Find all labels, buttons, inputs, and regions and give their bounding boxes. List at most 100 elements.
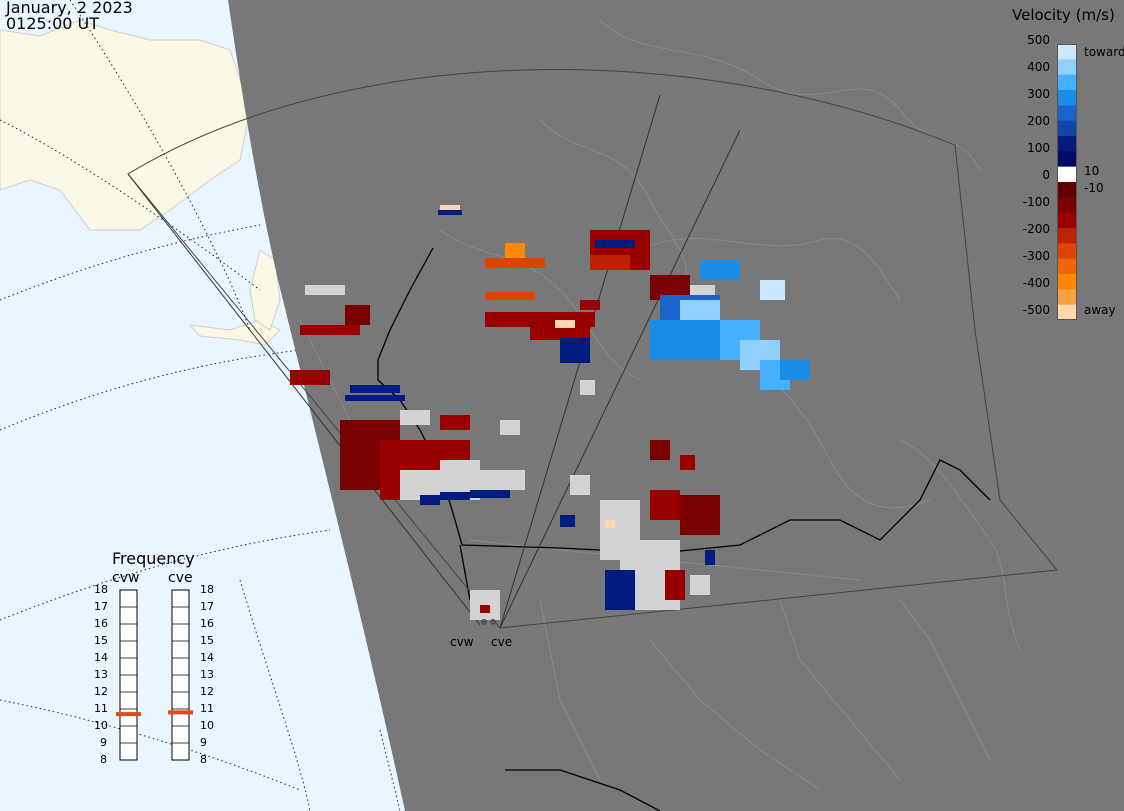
site-label-cvw: cvw <box>450 635 474 649</box>
echo-cell <box>590 255 630 270</box>
frequency-scale-label: 12 <box>94 685 108 698</box>
colorbar-swatch <box>1057 59 1077 76</box>
frequency-marker <box>168 710 193 715</box>
echo-cell <box>440 205 460 213</box>
frequency-gauges <box>116 589 193 761</box>
colorbar-tick-label: 300 <box>1027 87 1050 101</box>
colorbar-toward-label: toward <box>1084 45 1124 59</box>
colorbar-swatch <box>1057 197 1077 214</box>
site-label-cve: cve <box>491 635 513 649</box>
echo-cell <box>480 605 490 613</box>
colorbar-swatch <box>1057 258 1077 275</box>
echo-cell <box>440 492 470 500</box>
echo-cell <box>680 495 720 535</box>
echo-cell <box>780 360 810 380</box>
colorbar-tick-label: -300 <box>1022 249 1050 263</box>
echo-cell <box>420 495 440 505</box>
frequency-scale-label: 15 <box>94 634 108 647</box>
colorbar-tick-label: 0 <box>1042 168 1050 182</box>
echo-cell <box>440 415 470 430</box>
frequency-scale-label: 17 <box>94 600 108 613</box>
colorbar <box>1057 44 1077 320</box>
frequency-scale-label: 11 <box>94 702 108 715</box>
frequency-scale-label: 10 <box>200 719 214 732</box>
radar-site-dot <box>481 619 487 625</box>
echo-cell <box>470 490 510 498</box>
frequency-scale-label: 11 <box>200 702 214 715</box>
echo-cell <box>400 410 430 425</box>
echo-cell <box>530 325 590 340</box>
colorbar-swatch <box>1057 105 1077 122</box>
colorbar-tick-label: 200 <box>1027 114 1050 128</box>
frequency-scale-label: 12 <box>200 685 214 698</box>
frequency-scale-label: 13 <box>94 668 108 681</box>
echo-cell <box>650 320 720 360</box>
colorbar-tick-label: -500 <box>1022 303 1050 317</box>
colorbar-swatch <box>1057 304 1077 320</box>
time-label: 0125:00 UT <box>6 14 100 33</box>
frequency-scale-label: 10 <box>94 719 108 732</box>
echo-cell <box>290 370 330 385</box>
colorbar-inner-tick: -10 <box>1084 181 1104 195</box>
echo-cell <box>570 475 590 495</box>
echo-cell <box>505 243 525 258</box>
alaska-peninsula <box>188 319 281 346</box>
echo-cell <box>560 515 575 527</box>
date-label: January, 2 2023 <box>6 0 133 17</box>
frequency-scale-label: 13 <box>200 668 214 681</box>
frequency-scale-label: 9 <box>100 736 107 749</box>
radar-label-cve: cve <box>168 570 193 586</box>
frequency-scale-label: 8 <box>100 753 107 766</box>
frequency-gauge-cvw <box>116 589 141 761</box>
frequency-scale-label: 14 <box>200 651 214 664</box>
colorbar-tick-label: -200 <box>1022 222 1050 236</box>
colorbar-tick-label: -100 <box>1022 195 1050 209</box>
echo-cell <box>760 280 785 300</box>
colorbar-tick-label: 100 <box>1027 141 1050 155</box>
echo-cell <box>300 325 360 335</box>
echo-cell <box>555 320 575 328</box>
echo-cell <box>500 420 520 435</box>
echo-cell <box>650 490 680 520</box>
echo-cell <box>485 258 545 268</box>
frequency-scale-label: 16 <box>94 617 108 630</box>
frequency-gauge-cve <box>168 589 193 761</box>
frequency-scale-label: 9 <box>200 736 207 749</box>
echo-cell <box>485 292 535 300</box>
echo-cell <box>690 285 715 295</box>
borders <box>377 247 991 811</box>
radar-echo-cells <box>290 205 810 625</box>
frequency-scale-label: 18 <box>200 583 214 596</box>
echo-cell <box>700 260 740 280</box>
colorbar-swatch <box>1057 90 1077 106</box>
frequency-scale-label: 15 <box>200 634 214 647</box>
frequency-scale-label: 16 <box>200 617 214 630</box>
colorbar-swatch <box>1057 212 1077 229</box>
colorbar-swatch <box>1057 228 1077 244</box>
echo-cell <box>470 470 500 490</box>
frequency-scale-label: 18 <box>94 583 108 596</box>
colorbar-swatch <box>1057 166 1077 183</box>
colorbar-swatch <box>1057 74 1077 91</box>
frequency-scale-label: 14 <box>94 651 108 664</box>
night-shade <box>228 0 1124 811</box>
echo-cell <box>485 312 595 327</box>
echo-cell <box>680 300 720 320</box>
frequency-scale-label: 8 <box>200 753 207 766</box>
colorbar-swatch <box>1057 289 1077 306</box>
echo-cell <box>305 285 345 295</box>
colorbar-swatch <box>1057 274 1077 290</box>
colorbar-swatch <box>1057 136 1077 152</box>
frequency-marker <box>116 712 141 717</box>
echo-cell <box>665 570 685 600</box>
colorbar-swatch <box>1057 120 1077 137</box>
colorbar-swatch <box>1057 151 1077 168</box>
echo-cell <box>345 305 370 325</box>
echo-cell <box>605 570 635 610</box>
echo-cell <box>438 210 462 215</box>
colorbar-tick-label: 400 <box>1027 60 1050 74</box>
colorbar-swatch <box>1057 243 1077 260</box>
colorbar-tick-label: 500 <box>1027 33 1050 47</box>
echo-cell <box>680 455 695 470</box>
colorbar-tick-label: -400 <box>1022 276 1050 290</box>
